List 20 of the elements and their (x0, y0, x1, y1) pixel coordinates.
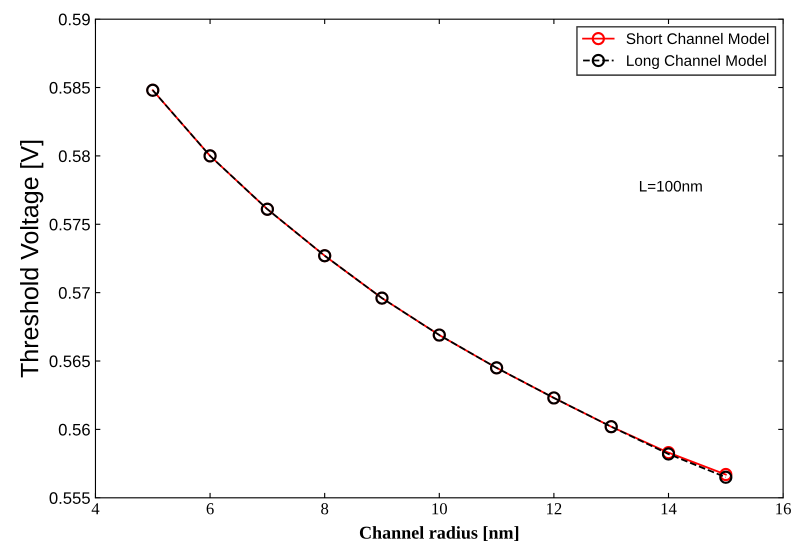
y-tick-label: 0.56 (58, 424, 90, 436)
x-tick-label: 6 (206, 503, 214, 514)
annotation: L=100nm (640, 180, 702, 192)
legend-label: Short Channel Model (626, 32, 768, 44)
x-tick-label: 14 (662, 503, 677, 514)
y-tick-label: 0.58 (58, 150, 90, 162)
x-tick-label: 4 (92, 503, 100, 514)
x-tick-label: 8 (321, 503, 328, 514)
x-axis-title: Channel radius [nm] (360, 526, 518, 542)
y-axis-title: Threshold Voltage [V] (20, 140, 44, 378)
legend-label: Long Channel Model (627, 54, 766, 70)
y-tick-label: 0.575 (50, 218, 90, 230)
y-tick-label: 0.59 (58, 14, 90, 26)
x-tick-label: 12 (547, 503, 562, 514)
y-tick-label: 0.565 (50, 355, 90, 368)
y-tick-label: 0.57 (58, 287, 90, 299)
x-tick-label: 10 (432, 503, 447, 514)
y-tick-label: 0.585 (50, 82, 90, 94)
x-tick-label: 16 (776, 503, 791, 514)
y-tick-label: 0.555 (50, 492, 90, 504)
